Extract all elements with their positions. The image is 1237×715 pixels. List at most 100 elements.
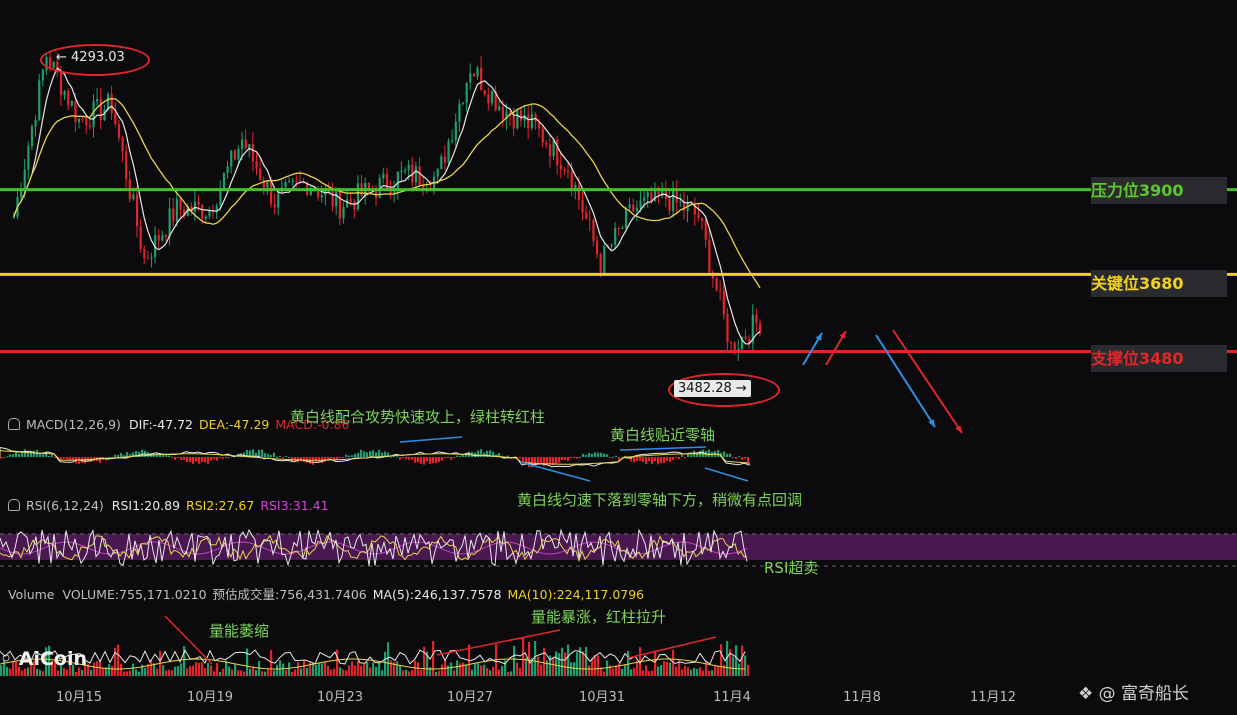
high-marker-circle: [40, 44, 150, 76]
forecast-arrow-head: [955, 425, 962, 433]
candle-body: [291, 180, 294, 182]
macd-histogram-bar: [702, 449, 705, 457]
macd-histogram-bar: [219, 457, 222, 459]
macd-histogram-bar: [582, 453, 585, 457]
volume-bar: [105, 667, 108, 676]
candle-body: [505, 111, 508, 120]
candle-body: [367, 182, 370, 189]
volume-bar: [9, 668, 12, 676]
macd-histogram-bar: [177, 457, 180, 458]
macd-histogram-bar: [288, 457, 291, 458]
macd-histogram-bar: [588, 453, 591, 457]
rsi1-value: RSI1:20.89: [111, 498, 181, 513]
macd-histogram-bar: [408, 457, 411, 460]
volume-bar: [33, 660, 36, 676]
volume-bar: [114, 647, 117, 676]
candle-body: [63, 91, 66, 96]
volume-bar: [447, 665, 450, 676]
volume-bar: [420, 670, 423, 676]
volume-bar: [306, 667, 309, 676]
macd-histogram-bar: [723, 451, 726, 457]
volume-bar: [207, 662, 210, 676]
macd-histogram-bar: [594, 452, 597, 457]
candle-body: [20, 190, 23, 197]
volume-bar: [252, 666, 255, 676]
candle-body: [117, 124, 121, 138]
volume-bar: [690, 669, 693, 676]
candle-body: [552, 139, 555, 157]
macd-histogram-bar: [708, 449, 711, 457]
volume-bar: [663, 661, 666, 676]
candle-body: [480, 67, 483, 91]
volume-bar: [363, 663, 366, 676]
annotation-macd-bottom: 黄白线匀速下落到零轴下方，稍微有点回调: [517, 491, 803, 509]
macd-histogram-bar: [171, 456, 174, 458]
candle-body: [581, 200, 584, 213]
candle-body: [404, 169, 407, 171]
macd-histogram-bar: [258, 449, 261, 457]
volume-bar: [156, 668, 159, 676]
candle-body: [422, 184, 425, 189]
rsi2-line: [0, 534, 748, 563]
macd-histogram-bar: [744, 457, 747, 459]
volume-bar: [324, 662, 327, 676]
bell-icon[interactable]: [8, 418, 20, 430]
volume-bar: [228, 666, 231, 676]
candle-body: [443, 156, 447, 163]
candle-body: [672, 188, 675, 211]
macd-histogram-bar: [15, 452, 18, 457]
volume-bar: [429, 667, 432, 676]
candle-body: [230, 150, 233, 167]
candle-body: [679, 201, 682, 203]
candle-body: [338, 190, 341, 219]
candle-body: [103, 109, 106, 121]
volume-bar: [552, 657, 555, 676]
bell-icon[interactable]: [8, 499, 20, 511]
volume-bar: [747, 665, 750, 676]
candle-body: [614, 227, 617, 245]
author-watermark: ❖ @ 富奇船长: [1078, 684, 1190, 704]
macd-annotation-arrow: [399, 436, 463, 443]
volume-bar: [12, 660, 15, 676]
volume-bar: [378, 663, 381, 676]
candle-body: [266, 180, 269, 188]
volume-bar: [351, 661, 354, 676]
volume-bar: [297, 661, 300, 676]
macd-histogram-bar: [729, 453, 732, 457]
macd-histogram-bar: [0, 457, 3, 459]
candle-body: [487, 94, 490, 104]
macd-histogram-bar: [414, 457, 417, 463]
macd-histogram-bar: [294, 457, 297, 462]
volume-bar: [243, 671, 246, 676]
volume-bar: [18, 666, 21, 676]
rsi-header: RSI(6,12,24) RSI1:20.89 RSI2:27.67 RSI3:31.…: [8, 498, 335, 513]
volume-bar: [465, 664, 468, 676]
volume-bar: [54, 660, 57, 676]
volume-bar: [516, 662, 519, 676]
macd-histogram-bar: [522, 457, 525, 463]
volume-bar: [693, 667, 696, 676]
macd-histogram-bar: [543, 457, 546, 467]
volume-bar: [264, 671, 267, 676]
volume-bar: [540, 664, 543, 676]
volume-bar: [528, 641, 531, 676]
macd-histogram-bar: [456, 455, 459, 457]
volume-bar: [66, 669, 69, 676]
volume-bar: [684, 665, 687, 676]
volume-bar: [318, 662, 321, 676]
volume-bar: [51, 660, 54, 676]
volume-bar: [435, 671, 438, 676]
volume-bar: [276, 664, 279, 676]
volume-bar: [519, 668, 522, 676]
volume-bar: [201, 662, 204, 676]
volume-bar: [471, 669, 474, 676]
candle-body: [146, 257, 150, 259]
candle-body: [610, 244, 613, 247]
macd-histogram-bar: [360, 449, 363, 457]
volume-bar: [69, 662, 72, 676]
volume-bar: [384, 651, 387, 676]
volume-bar: [99, 660, 102, 676]
volume-bar: [660, 664, 663, 676]
candle-body: [183, 209, 186, 216]
volume-bar: [633, 667, 636, 676]
